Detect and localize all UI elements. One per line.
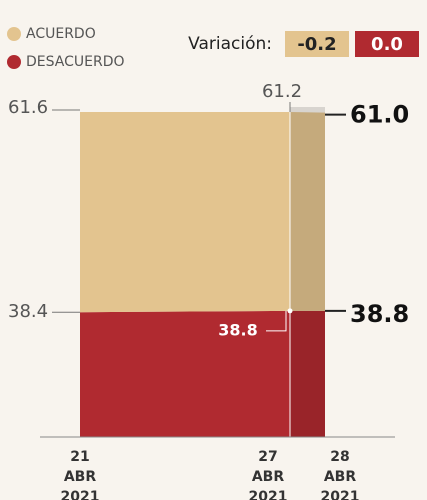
value-label: 61.2 bbox=[262, 81, 302, 102]
value-label: 38.8 bbox=[218, 320, 257, 339]
legend-swatch bbox=[7, 55, 21, 69]
x-tick-label: 27 ABR 2021 bbox=[248, 449, 288, 500]
value-label: 61.6 bbox=[8, 97, 48, 118]
variation-box bbox=[285, 31, 349, 57]
legend-swatch bbox=[7, 27, 21, 41]
variation-value: 0.0 bbox=[371, 34, 403, 55]
variation-value: -0.2 bbox=[297, 34, 336, 55]
area bbox=[80, 112, 325, 313]
variation-box bbox=[355, 31, 419, 57]
value-label: 38.8 bbox=[350, 300, 409, 328]
x-tick-label: 28 ABR 2021 bbox=[320, 449, 360, 500]
point bbox=[287, 308, 293, 314]
x-tick-label: 21 ABR 2021 bbox=[60, 449, 100, 500]
legend-label: ACUERDO bbox=[26, 26, 96, 42]
area bbox=[80, 310, 325, 437]
shade bbox=[290, 107, 325, 437]
leader bbox=[266, 310, 287, 332]
legend-label: DESACUERDO bbox=[26, 54, 125, 70]
value-label: 61.0 bbox=[350, 101, 409, 129]
value-label: 38.4 bbox=[8, 301, 48, 322]
variation-label: Variación: bbox=[188, 34, 272, 54]
